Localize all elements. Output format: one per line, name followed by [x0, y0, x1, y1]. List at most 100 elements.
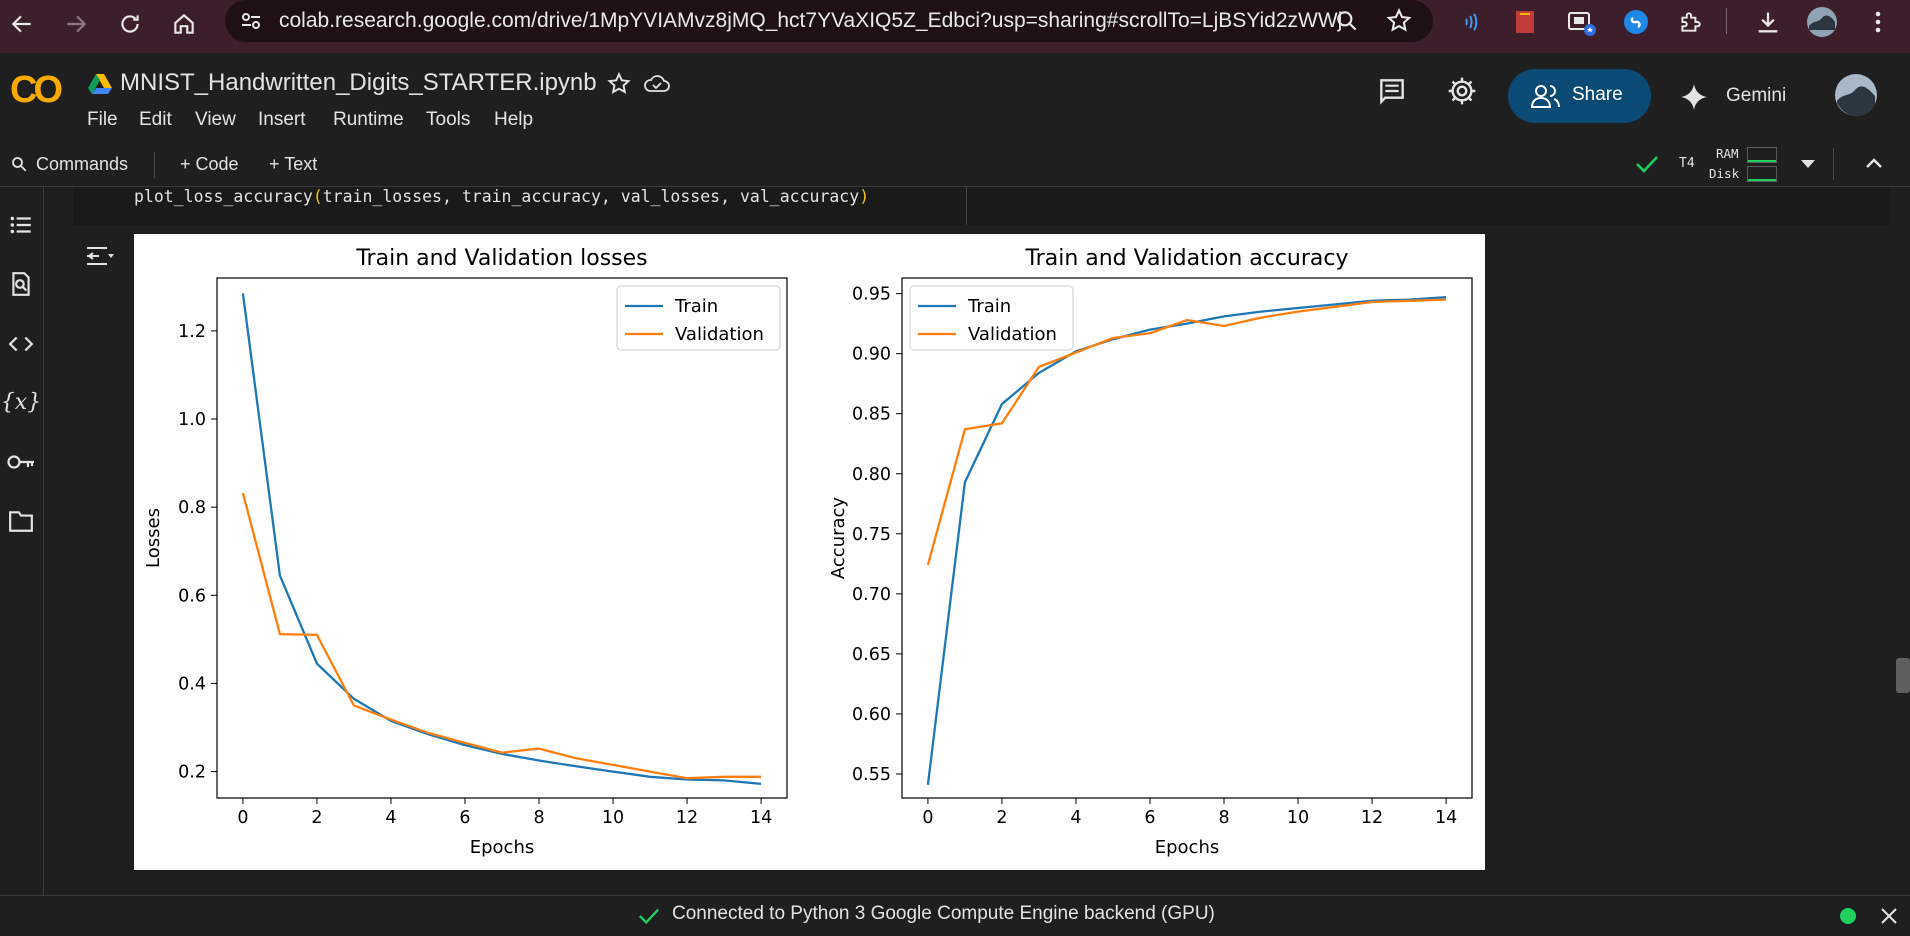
colab-logo[interactable]: CO: [10, 69, 66, 111]
accuracy-y-tick-label: 0.75: [852, 525, 891, 545]
download-button[interactable]: [1750, 4, 1786, 40]
forward-button[interactable]: [58, 6, 94, 42]
losses-plot-frame: [216, 277, 788, 799]
accuracy-x-tick-label: 6: [1144, 808, 1155, 828]
tab-extension-icon[interactable]: [1563, 4, 1599, 40]
code-line[interactable]: plot_loss_accuracy(train_losses, train_a…: [134, 187, 869, 206]
menu-view[interactable]: View: [195, 109, 236, 130]
losses-y-tick-label: 1.2: [178, 322, 206, 342]
accuracy-x-tick-label: 14: [1435, 808, 1457, 828]
menu-edit[interactable]: Edit: [139, 109, 172, 130]
extensions-puzzle-icon[interactable]: [1672, 4, 1708, 40]
share-label: Share: [1572, 84, 1623, 105]
menu-tools[interactable]: Tools: [426, 109, 471, 130]
accuracy-y-axis-label: Accuracy: [828, 497, 849, 580]
accuracy-series-validation-line: [926, 298, 1447, 566]
scrollbar-thumb[interactable]: [1896, 658, 1910, 693]
loss-accuracy-figure: Train and Validation losses 0 2 4 6 8 10 12 14 0.…: [143, 246, 1473, 858]
browser-toolbar: colab.research.google.com/drive/1MpYVIAM…: [0, 0, 1910, 53]
download-icon: [1758, 12, 1778, 33]
comments-button[interactable]: [1376, 75, 1416, 115]
losses-x-tick-label: 4: [385, 808, 396, 828]
shazam-extension-icon[interactable]: [1618, 4, 1654, 40]
notebook-toolbar: Commands + Code + Text T4 RAM Disk: [0, 142, 1910, 187]
code-function: plot_loss_accuracy: [134, 187, 313, 206]
star-icon: [607, 71, 631, 94]
losses-y-tick-label: 0.2: [178, 763, 206, 783]
read-aloud-icon[interactable]: [1454, 4, 1490, 40]
account-avatar[interactable]: [1834, 73, 1878, 117]
accuracy-y-tick-label: 0.60: [852, 705, 891, 725]
add-code-button[interactable]: + Code: [180, 154, 239, 174]
settings-button[interactable]: [1446, 75, 1486, 115]
accuracy-x-tick-label: 8: [1218, 808, 1229, 828]
runtime-type[interactable]: T4: [1679, 156, 1695, 171]
search-zoom-icon: [1337, 11, 1357, 31]
commands-label: Commands: [36, 154, 129, 174]
losses-x-tick-label: 12: [676, 808, 698, 828]
files-folder-icon[interactable]: [3, 503, 39, 539]
losses-series-validation-line: [241, 492, 762, 780]
accuracy-x-tick-label: 12: [1361, 808, 1383, 828]
more-vert-icon: [1875, 11, 1881, 33]
cell-divider: [966, 187, 967, 225]
gemini-label: Gemini: [1726, 85, 1787, 106]
browser-menu-button[interactable]: [1860, 4, 1896, 40]
commands-button[interactable]: Commands: [8, 152, 158, 178]
accuracy-x-tick-label: 0: [922, 808, 933, 828]
code-paren-close: ): [859, 187, 870, 206]
people-icon: [1530, 85, 1560, 108]
variables-icon[interactable]: {x}: [0, 389, 42, 415]
back-button[interactable]: [4, 6, 40, 42]
toolbar-divider: [1833, 148, 1834, 180]
accuracy-y-tick-label: 0.85: [852, 405, 891, 425]
reload-button[interactable]: [112, 6, 148, 42]
accuracy-legend-label-train: Train: [967, 296, 1011, 317]
connected-check-icon: [1636, 156, 1658, 173]
pdf-extension-icon[interactable]: [1507, 4, 1543, 40]
accuracy-x-tick-label: 2: [996, 808, 1007, 828]
accuracy-x-tick-label: 10: [1287, 808, 1309, 828]
losses-x-tick-label: 10: [602, 808, 624, 828]
chevron-down-icon[interactable]: [1798, 156, 1818, 172]
losses-chart-title: Train and Validation losses: [355, 246, 647, 271]
secrets-key-icon[interactable]: [3, 444, 39, 480]
losses-y-axis-label: Losses: [143, 508, 164, 568]
notebook-title[interactable]: MNIST_Handwritten_Digits_STARTER.ipynb: [120, 69, 597, 96]
losses-x-tick-label: 14: [750, 808, 772, 828]
output-actions-button[interactable]: [84, 243, 118, 273]
accuracy-plot-frame: [901, 277, 1473, 799]
code-cell[interactable]: plot_loss_accuracy(train_losses, train_a…: [73, 187, 1890, 225]
code-arguments: train_losses, train_accuracy, val_losses…: [322, 187, 860, 206]
share-button[interactable]: Share: [1508, 69, 1651, 123]
menu-help[interactable]: Help: [494, 109, 534, 130]
cell-output: Train and Validation losses 0 2 4 6 8 10 12 14 0.…: [134, 234, 1485, 870]
menu-runtime[interactable]: Runtime: [333, 109, 404, 130]
gemini-sparkle-icon: [1681, 84, 1707, 110]
home-button[interactable]: [166, 6, 202, 42]
address-bar[interactable]: colab.research.google.com/drive/1MpYVIAM…: [225, 0, 1433, 42]
status-bar: Connected to Python 3 Google Compute Eng…: [0, 895, 1910, 936]
losses-x-axis-label: Epochs: [470, 837, 535, 858]
table-of-contents-icon[interactable]: [3, 207, 39, 243]
losses-y-tick-label: 0.8: [178, 498, 206, 518]
menu-insert[interactable]: Insert: [258, 109, 306, 130]
gemini-button[interactable]: Gemini: [1680, 69, 1790, 123]
find-replace-icon[interactable]: [3, 266, 39, 302]
menu-file[interactable]: File: [87, 109, 118, 130]
code-snippets-icon[interactable]: [3, 326, 39, 362]
losses-x-tick-label: 6: [459, 808, 470, 828]
url-text[interactable]: colab.research.google.com/drive/1MpYVIAM…: [279, 9, 1343, 32]
connection-indicator: [1840, 908, 1856, 924]
accuracy-y-tick-label: 0.70: [852, 585, 891, 605]
profile-avatar[interactable]: [1804, 4, 1840, 40]
losses-series-train-line: [241, 293, 762, 786]
add-text-button[interactable]: + Text: [269, 154, 318, 174]
losses-y-tick-label: 0.4: [178, 674, 206, 694]
disk-meter: [1747, 166, 1777, 182]
losses-x-tick-label: 8: [533, 808, 544, 828]
chevron-up-icon[interactable]: [1862, 152, 1886, 176]
accuracy-y-tick-label: 0.90: [852, 345, 891, 365]
close-icon[interactable]: [1879, 906, 1899, 926]
accuracy-y-tick-label: 0.55: [852, 765, 891, 785]
